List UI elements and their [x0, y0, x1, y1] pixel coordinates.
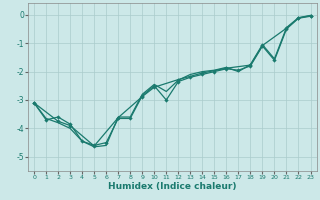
X-axis label: Humidex (Indice chaleur): Humidex (Indice chaleur) — [108, 182, 236, 191]
